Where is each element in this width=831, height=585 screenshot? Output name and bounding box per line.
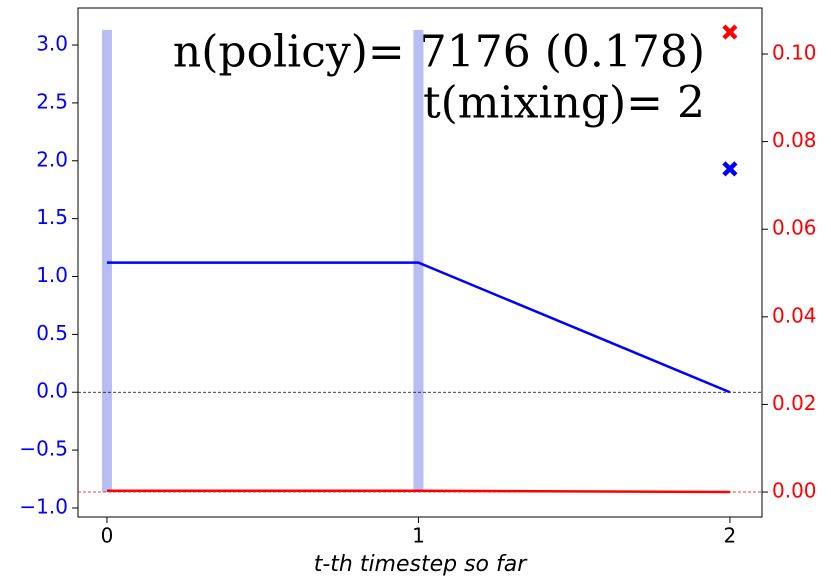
x-tick-label: 2 — [724, 524, 737, 548]
line — [106, 489, 730, 494]
y-tick-label: −0.5 — [19, 437, 68, 461]
bar — [101, 29, 112, 493]
y2-tick-label: 0.10 — [772, 40, 817, 64]
y-tick-label: 2.0 — [36, 147, 68, 171]
plot-frame — [77, 7, 763, 518]
x-tick-label: 0 — [101, 524, 114, 548]
y2-tick-label: 0.06 — [772, 216, 817, 240]
line — [106, 261, 731, 394]
y-tick-label: 3.0 — [36, 32, 68, 56]
y-tick-label: −1.0 — [19, 494, 68, 518]
y-tick-label: 2.5 — [36, 89, 68, 113]
annotation: n(policy)= 7176 (0.178) — [173, 27, 705, 78]
y2-tick-label: 0.00 — [772, 479, 817, 503]
y-tick-label: 0.5 — [36, 321, 68, 345]
bar — [413, 29, 424, 493]
marker — [722, 24, 738, 40]
y2-tick-label: 0.04 — [772, 303, 817, 327]
y-tick-label: 1.5 — [36, 205, 68, 229]
y-tick-label: 1.0 — [36, 263, 68, 287]
x-axis-label: t-th timestep so far — [314, 552, 529, 577]
y-tick-label: 0.0 — [36, 379, 68, 403]
x-tick-label: 1 — [412, 524, 425, 548]
y2-tick-label: 0.02 — [772, 391, 817, 415]
y2-tick-label: 0.08 — [772, 128, 817, 152]
marker — [722, 161, 738, 177]
annotation: t(mixing)= 2 — [423, 78, 705, 129]
